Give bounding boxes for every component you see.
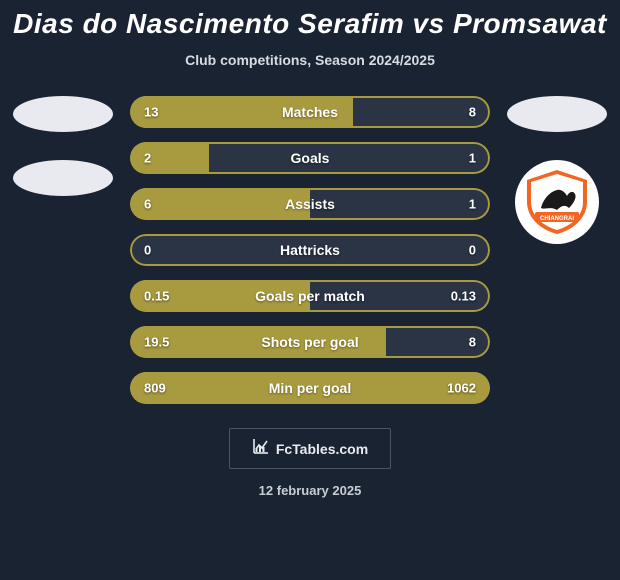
brand-box: FcTables.com: [229, 428, 391, 469]
stat-value-right: 0.13: [451, 289, 476, 304]
stat-value-right: 8: [469, 105, 476, 120]
stat-value-left: 0: [144, 243, 151, 258]
stat-row: 809 Min per goal 1062: [130, 372, 490, 404]
stat-value-left: 809: [144, 381, 166, 396]
date-text: 12 february 2025: [259, 483, 362, 498]
stat-value-right: 8: [469, 335, 476, 350]
stat-label: Goals: [291, 150, 330, 166]
stats-list: 13 Matches 8 2 Goals 1 6 Assists 1 0 Hattricks 0 0.1…: [130, 96, 490, 404]
stat-label: Hattricks: [280, 242, 340, 258]
right-side: CHIANGRAI: [502, 96, 612, 244]
stat-label: Assists: [285, 196, 335, 212]
stat-row: 0.15 Goals per match 0.13: [130, 280, 490, 312]
stat-label: Min per goal: [269, 380, 351, 396]
chiangrai-badge-icon: CHIANGRAI: [521, 166, 593, 238]
stat-label: Goals per match: [255, 288, 365, 304]
player-avatar-left: [13, 96, 113, 132]
stat-row: 19.5 Shots per goal 8: [130, 326, 490, 358]
footer: FcTables.com 12 february 2025: [229, 428, 391, 498]
stat-label: Matches: [282, 104, 338, 120]
brand-text: FcTables.com: [276, 441, 368, 457]
stat-value-left: 2: [144, 151, 151, 166]
stat-value-right: 0: [469, 243, 476, 258]
stat-value-left: 13: [144, 105, 158, 120]
stat-value-right: 1: [469, 197, 476, 212]
main-row: 13 Matches 8 2 Goals 1 6 Assists 1 0 Hattricks 0 0.1…: [0, 96, 620, 404]
stat-row: 6 Assists 1: [130, 188, 490, 220]
stat-row: 13 Matches 8: [130, 96, 490, 128]
stat-value-right: 1: [469, 151, 476, 166]
left-side: [8, 96, 118, 196]
stat-row: 2 Goals 1: [130, 142, 490, 174]
stat-row: 0 Hattricks 0: [130, 234, 490, 266]
stat-value-left: 19.5: [144, 335, 169, 350]
stat-label: Shots per goal: [261, 334, 358, 350]
comparison-card: Dias do Nascimento Serafim vs Promsawat …: [0, 0, 620, 580]
svg-text:CHIANGRAI: CHIANGRAI: [540, 216, 574, 222]
club-badge-right: CHIANGRAI: [515, 160, 599, 244]
card-subtitle: Club competitions, Season 2024/2025: [185, 52, 435, 68]
stat-value-right: 1062: [447, 381, 476, 396]
card-title: Dias do Nascimento Serafim vs Promsawat: [13, 8, 607, 40]
chart-icon: [252, 437, 270, 460]
stat-value-left: 0.15: [144, 289, 169, 304]
player-avatar-right: [507, 96, 607, 132]
club-badge-left: [13, 160, 113, 196]
stat-value-left: 6: [144, 197, 151, 212]
